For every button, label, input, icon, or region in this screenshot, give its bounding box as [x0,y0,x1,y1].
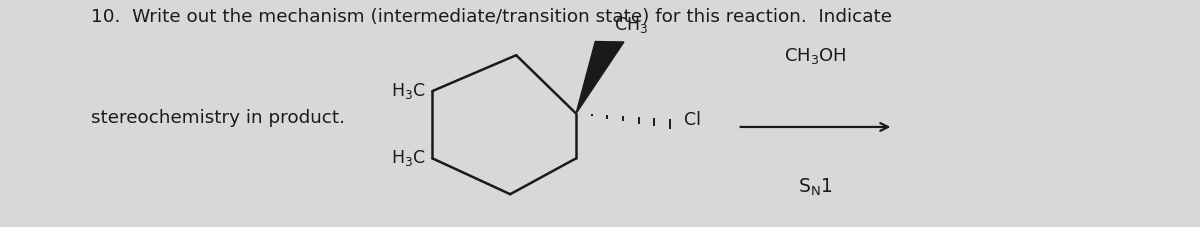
Text: Cl: Cl [684,111,701,129]
Text: S$_\mathrm{N}$1: S$_\mathrm{N}$1 [798,176,833,197]
Text: H$_3$C: H$_3$C [390,148,425,168]
Text: CH$_3$: CH$_3$ [614,15,648,35]
Text: CH$_3$OH: CH$_3$OH [784,46,847,67]
Polygon shape [576,42,624,114]
Text: 10.  Write out the mechanism (intermediate/transition state) for this reaction. : 10. Write out the mechanism (intermediat… [91,8,892,26]
Text: stereochemistry in product.: stereochemistry in product. [91,109,346,127]
Text: H$_3$C: H$_3$C [390,81,425,101]
